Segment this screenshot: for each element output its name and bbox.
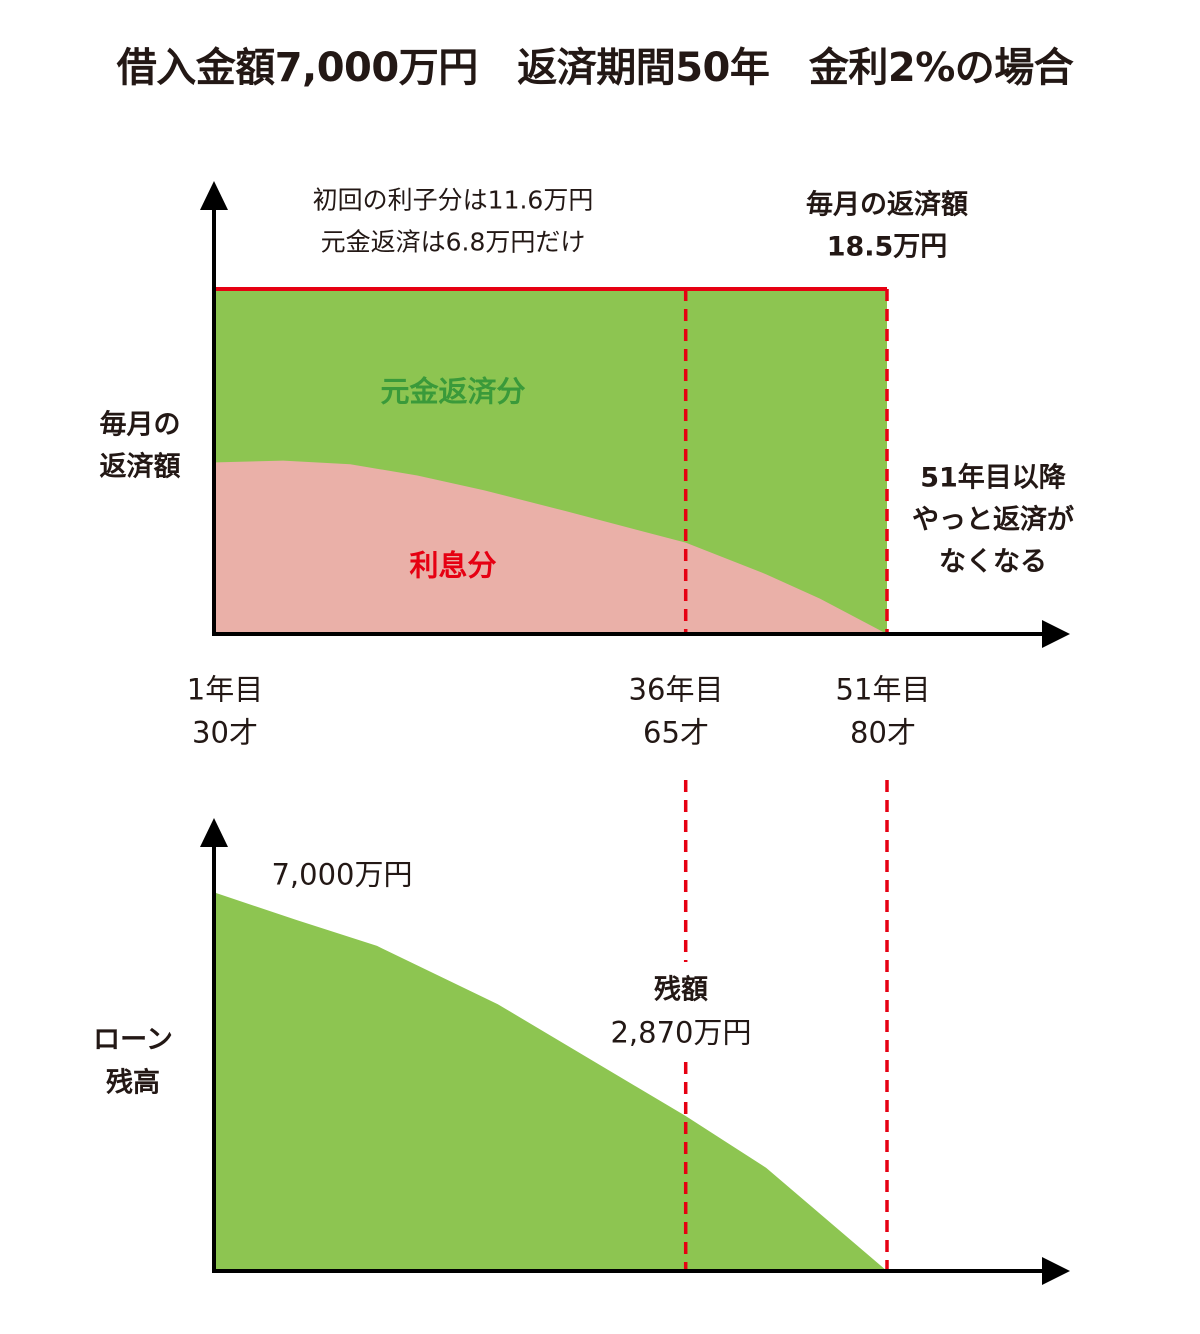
after-note-line1: 51年目以降 — [920, 462, 1066, 494]
top-ylabel-line1: 毎月の — [99, 409, 181, 441]
loan-balance-area — [216, 893, 887, 1271]
top-ylabel-line2: 返済額 — [99, 451, 181, 483]
x-tick-year-36: 36年目 — [628, 672, 724, 707]
after-note-line2: やっと返済が — [912, 504, 1074, 536]
after-note-line3: なくなる — [939, 546, 1047, 578]
initial-note-line1: 初回の利子分は11.6万円 — [312, 185, 594, 215]
bottom-ylabel-line1: ローン — [93, 1024, 173, 1056]
top-x-arrow-icon — [1042, 620, 1070, 648]
top-y-arrow-icon — [200, 181, 228, 210]
interest-series-label: 利息分 — [409, 548, 497, 583]
x-tick-age-51: 80才 — [850, 715, 916, 750]
remaining-label: 残額 — [654, 974, 708, 1006]
figure-title: 借入金額7,000万円 返済期間50年 金利2%の場合 — [116, 45, 1074, 91]
x-tick-year-1: 1年目 — [186, 672, 264, 707]
remaining-value: 2,870万円 — [610, 1015, 752, 1050]
bottom-ylabel-line2: 残高 — [106, 1067, 160, 1099]
x-tick-age-36: 65才 — [643, 715, 709, 750]
initial-note-line2: 元金返済は6.8万円だけ — [320, 227, 586, 257]
bottom-x-arrow-icon — [1042, 1257, 1070, 1285]
start-balance-label: 7,000万円 — [271, 857, 413, 892]
principal-series-label: 元金返済分 — [380, 374, 526, 409]
x-tick-age-1: 30才 — [192, 715, 258, 750]
interest-area — [216, 460, 887, 634]
payment-value: 18.5万円 — [826, 231, 948, 263]
x-tick-year-51: 51年目 — [835, 672, 931, 707]
bottom-y-arrow-icon — [200, 818, 228, 847]
payment-label: 毎月の返済額 — [806, 189, 968, 221]
